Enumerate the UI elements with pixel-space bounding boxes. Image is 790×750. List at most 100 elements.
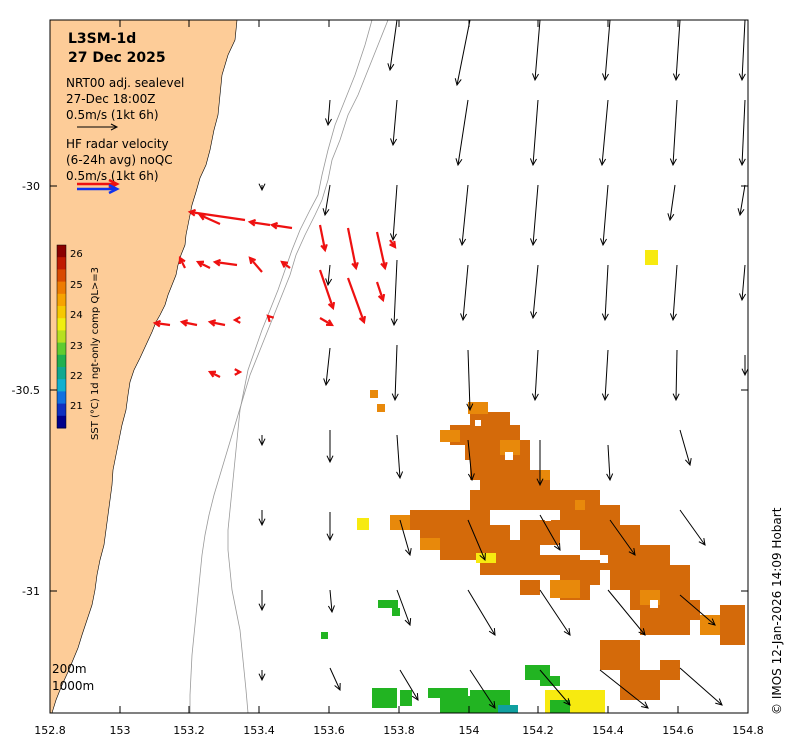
sst-pixel [377, 404, 385, 412]
sealevel-arrow-head [641, 701, 649, 709]
sealevel-arrow [739, 184, 746, 216]
sst-pixel [550, 580, 580, 598]
sealevel-arrow-head [466, 403, 474, 412]
sealevel-arrow [327, 264, 331, 286]
sealevel-arrow-head [258, 518, 266, 527]
x-tick-label: 154.8 [732, 724, 764, 737]
sst-pixel [357, 518, 369, 530]
colorbar-segment [57, 379, 66, 392]
x-tick-label: 154.6 [662, 724, 694, 737]
sst-pixel [428, 688, 468, 698]
sst-pixel [600, 555, 608, 563]
radar-arrow [249, 220, 271, 227]
sealevel-arrow [669, 184, 676, 221]
sst-pixel [400, 690, 412, 706]
radar-arrow [271, 223, 293, 230]
sst-pixel [700, 640, 720, 665]
sealevel-arrow [532, 184, 539, 246]
sealevel-arrow-head [606, 473, 614, 482]
sealevel-arrow [741, 19, 746, 81]
sealevel-arrow-head [258, 603, 266, 612]
sealevel-arrow-head [258, 438, 266, 447]
sealevel-arrow [675, 349, 678, 401]
sealevel-arrow-head [323, 378, 331, 387]
colorbar-tick: 21 [70, 401, 83, 412]
sealevel-arrow [461, 184, 469, 246]
sealevel-arrow-head [488, 627, 496, 636]
sealevel-arrow-head [684, 458, 692, 467]
sealevel-arrow [539, 514, 561, 551]
radar-arrow-head [380, 261, 388, 271]
sealevel-label: NRT00 adj. sealevel [66, 76, 184, 90]
colorbar-segment [57, 306, 66, 319]
sealevel-arrow-head [638, 628, 646, 636]
sealevel-arrow [534, 19, 541, 81]
sealevel-arrow-head [708, 618, 716, 626]
radar-arrow [319, 317, 333, 326]
sealevel-arrow-head [455, 158, 463, 167]
sst-pixel [540, 470, 550, 480]
product-title: L3SM-1d [68, 31, 136, 47]
sealevel-arrow-head [387, 63, 395, 72]
sealevel-arrow-head [459, 238, 467, 247]
colorbar-segment [57, 281, 66, 295]
isobath-200m [227, 19, 373, 714]
sealevel-arrow [467, 589, 496, 636]
sealevel-arrow-head [404, 548, 412, 557]
sealevel-arrow [532, 99, 539, 166]
colorbar-segment [57, 269, 66, 283]
sealevel-arrow-head [672, 73, 680, 82]
sealevel-arrow-head [715, 698, 723, 706]
sealevel-arrow [392, 184, 398, 241]
sst-pixel [575, 500, 585, 510]
sealevel-arrow [601, 99, 609, 166]
sealevel-arrow-head [411, 692, 419, 701]
sealevel-arrow-head [404, 617, 412, 627]
sst-pixel [505, 452, 513, 460]
radar-arrow-head [152, 319, 161, 328]
radar-arrow-head [320, 243, 328, 253]
sst-pixel [720, 605, 745, 645]
sst-pixel [390, 515, 410, 530]
sealevel-arrow [534, 349, 539, 401]
sealevel-scale-arrow [77, 123, 119, 131]
isobath-1000m-label: 1000m [52, 679, 94, 693]
sealevel-arrow-head [460, 313, 468, 322]
sealevel-arrow [457, 99, 469, 166]
isobath-200m-label: 200m [52, 662, 87, 676]
colorbar-segment [57, 391, 66, 405]
sealevel-scale-label: 0.5m/s (1kt 6h) [66, 108, 159, 122]
colorbar-segment [57, 403, 66, 417]
y-tick-label: -30 [22, 180, 40, 193]
sst-pixel [610, 620, 616, 626]
radar-arrow [154, 321, 171, 327]
colorbar-tick: 24 [70, 310, 83, 321]
radar-arrow [249, 257, 263, 273]
radar-arrow-head [269, 221, 279, 230]
sealevel-arrow [399, 519, 411, 556]
radar-arrow-head [207, 319, 217, 327]
sealevel-arrow-head [738, 73, 746, 82]
radar-arrow-head [377, 293, 386, 303]
sst-pixel [470, 690, 510, 705]
radar-label: HF radar velocity [66, 137, 169, 151]
sealevel-arrow [604, 349, 609, 401]
sealevel-time: 27-Dec 18:00Z [66, 92, 155, 106]
radar-arrow-head [327, 301, 336, 311]
sst-pixel [700, 615, 720, 635]
radar-arrow [346, 227, 358, 269]
sealevel-arrow [467, 439, 473, 481]
sealevel-arrow [675, 19, 681, 81]
sst-pixel [600, 530, 630, 550]
sealevel-arrow-head [669, 158, 677, 167]
sealevel-arrow-head [738, 158, 746, 167]
colorbar-tick: 23 [70, 341, 83, 352]
radar-scale-arrow [77, 178, 120, 195]
x-tick-label: 154 [459, 724, 480, 737]
sealevel-arrow-head [672, 393, 680, 402]
sst-colorbar [56, 244, 67, 429]
y-tick-label: -31 [22, 585, 40, 598]
sealevel-arrow [462, 264, 469, 321]
sst-pixel [392, 608, 400, 616]
sealevel-arrow-head [563, 698, 571, 706]
